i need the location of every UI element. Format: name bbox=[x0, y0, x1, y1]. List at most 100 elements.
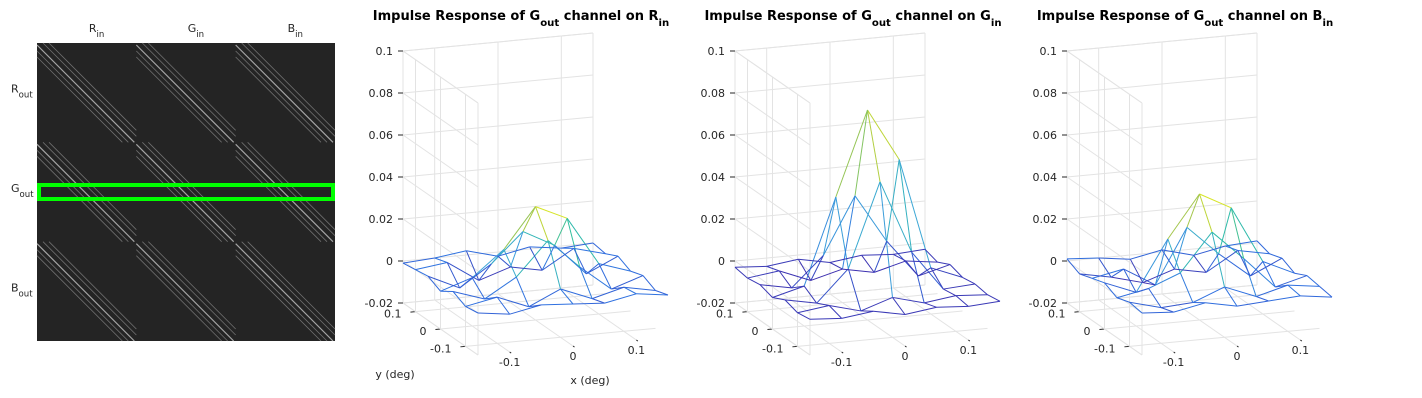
chart-title: Impulse Response of Gout channel on Bin bbox=[1037, 9, 1333, 29]
mesh-segment bbox=[1306, 275, 1320, 287]
grid-line bbox=[1066, 92, 1143, 146]
mesh-segment bbox=[484, 296, 498, 300]
mesh-segment bbox=[955, 294, 988, 297]
mesh-segment bbox=[554, 218, 568, 246]
grid-line bbox=[734, 176, 811, 230]
mesh-segment bbox=[766, 265, 780, 272]
grid-line bbox=[734, 92, 811, 146]
grid-line bbox=[734, 218, 811, 272]
row-label: Rout bbox=[11, 83, 33, 101]
mesh-segment bbox=[822, 196, 837, 256]
matrix-stripe bbox=[48, 42, 137, 131]
mesh-segment bbox=[1111, 276, 1143, 284]
y-tick-label: 0.1 bbox=[384, 308, 402, 321]
mesh-segment bbox=[918, 264, 951, 277]
mesh-segment bbox=[528, 304, 542, 308]
tick-mark bbox=[572, 345, 575, 348]
label-text: Impulse Response of G bbox=[704, 9, 871, 24]
mesh-segment bbox=[605, 253, 619, 257]
mesh-segment bbox=[779, 270, 811, 281]
y-tick-label: -0.1 bbox=[1094, 342, 1115, 355]
mesh-segment bbox=[434, 257, 448, 263]
z-tick-label: 0.02 bbox=[701, 213, 726, 226]
z-tick-label: 0.04 bbox=[1033, 171, 1058, 184]
mesh-segment bbox=[535, 206, 568, 219]
mesh-segment bbox=[471, 277, 486, 300]
mesh-segment bbox=[1160, 307, 1174, 313]
mesh-segment bbox=[784, 299, 798, 314]
mesh-segment bbox=[861, 255, 875, 273]
grid-line bbox=[797, 327, 988, 347]
x-tick-label: -0.1 bbox=[499, 356, 520, 369]
mesh-segment bbox=[1079, 273, 1112, 278]
mesh-segment bbox=[943, 288, 957, 297]
mesh-segment bbox=[617, 255, 631, 272]
mesh-segment bbox=[1174, 227, 1188, 270]
z-tick-label: 0.08 bbox=[701, 87, 726, 100]
mesh-segment bbox=[734, 266, 748, 279]
x-tick-label: 0.1 bbox=[628, 344, 646, 357]
mesh-segment bbox=[911, 252, 925, 303]
matrix-stripe bbox=[235, 243, 334, 342]
grid-line bbox=[734, 242, 926, 262]
grid-line bbox=[1066, 176, 1143, 230]
highlight-box bbox=[37, 183, 335, 201]
subscript: in bbox=[196, 30, 204, 40]
mesh-segment bbox=[529, 246, 543, 271]
grid-line bbox=[1066, 158, 1258, 178]
mesh-segment bbox=[1218, 207, 1232, 254]
mesh-segment bbox=[778, 270, 793, 289]
mesh-segment bbox=[515, 276, 530, 307]
mesh-segment bbox=[1142, 282, 1156, 286]
column-label: Rin bbox=[89, 22, 104, 40]
mesh-segment bbox=[1098, 257, 1131, 260]
matrix-stripe bbox=[235, 56, 322, 143]
grid-line bbox=[1066, 260, 1143, 314]
tick-mark bbox=[968, 339, 971, 342]
mesh-segment bbox=[842, 268, 875, 273]
z-tick-label: -0.02 bbox=[697, 297, 725, 310]
mesh-segment bbox=[1193, 245, 1226, 256]
mesh-segment bbox=[893, 253, 907, 262]
mesh-segment bbox=[854, 109, 868, 196]
grid-line bbox=[402, 50, 479, 104]
row-label: Bout bbox=[11, 281, 33, 299]
mesh-segment bbox=[810, 255, 824, 281]
label-text: R bbox=[89, 22, 97, 35]
mesh-segment bbox=[477, 312, 510, 315]
mesh-segment bbox=[747, 277, 761, 286]
subscript: in bbox=[1322, 18, 1333, 29]
grid-line bbox=[402, 74, 594, 94]
mesh-segment bbox=[886, 159, 900, 242]
mesh-segment bbox=[962, 276, 976, 285]
grid-line bbox=[734, 158, 926, 178]
subscript: out bbox=[1204, 18, 1223, 29]
mesh-segment bbox=[905, 260, 938, 263]
z-tick-label: 0.1 bbox=[376, 45, 394, 58]
grid-line bbox=[402, 134, 479, 188]
mesh-segment bbox=[541, 245, 556, 271]
mesh-segment bbox=[459, 263, 492, 289]
mesh-segment bbox=[579, 266, 593, 299]
mesh-segment bbox=[1104, 282, 1137, 293]
mesh-segment bbox=[1275, 275, 1308, 288]
subscript: in bbox=[659, 18, 670, 29]
mesh-segment bbox=[828, 305, 843, 319]
z-tick-label: 0 bbox=[386, 255, 393, 268]
mesh-segment bbox=[829, 254, 862, 263]
subscript: out bbox=[872, 18, 891, 29]
tick-mark bbox=[1173, 351, 1176, 354]
mesh-segment bbox=[591, 286, 625, 300]
z-tick-label: 0 bbox=[718, 255, 725, 268]
mesh-segment bbox=[655, 290, 669, 296]
mesh-segment bbox=[503, 206, 536, 250]
mesh-segment bbox=[598, 263, 612, 290]
mesh-segment bbox=[873, 310, 906, 315]
label-text: channel on B bbox=[1223, 9, 1322, 24]
matrix-stripe bbox=[135, 44, 235, 143]
mesh-segment bbox=[1225, 245, 1239, 251]
mesh-segment bbox=[1130, 249, 1163, 260]
mesh-segment bbox=[1243, 258, 1257, 297]
mesh-segment bbox=[471, 249, 505, 279]
